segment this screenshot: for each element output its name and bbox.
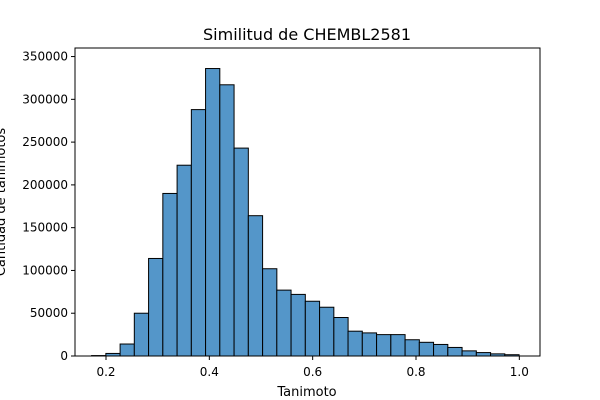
histogram-bar — [376, 334, 392, 357]
histogram-bar — [119, 343, 135, 357]
y-tick-label: 200000 — [22, 178, 68, 192]
plot-frame — [74, 47, 541, 357]
histogram-bar — [205, 68, 221, 357]
histogram-bar — [176, 164, 192, 357]
y-axis-label: Cantidad de tanimotos — [0, 128, 9, 277]
histogram-bar — [290, 293, 306, 357]
histogram-bar — [162, 192, 178, 357]
histogram-bar — [219, 84, 235, 357]
histogram-bar — [461, 350, 477, 357]
y-axis-ticks: 0 50000 100000 150000 200000 250000 300000 3500… — [22, 50, 75, 363]
y-tick-label: 250000 — [22, 135, 68, 149]
histogram-bar — [148, 257, 164, 357]
histogram-bar — [404, 339, 420, 357]
histogram-bar — [247, 215, 264, 357]
histogram-bar — [319, 306, 335, 357]
histogram-bar — [447, 346, 463, 357]
y-tick-label: 350000 — [22, 50, 68, 64]
bars-group — [91, 68, 520, 357]
histogram-bar — [304, 300, 321, 357]
histogram-bar — [333, 317, 349, 357]
histogram-bar — [262, 268, 278, 357]
histogram-bar — [233, 147, 249, 357]
x-tick-label: 0.4 — [200, 365, 219, 379]
x-axis-label: Tanimoto — [276, 385, 336, 400]
histogram-bar — [418, 341, 435, 357]
histogram-bar — [133, 312, 150, 357]
y-tick-label: 0 — [60, 349, 68, 363]
y-tick-label: 300000 — [22, 92, 68, 106]
histogram-bar — [276, 289, 292, 357]
x-tick-label: 0.8 — [406, 365, 425, 379]
histogram-bar — [347, 330, 363, 357]
x-tick-label: 0.2 — [96, 365, 115, 379]
y-tick-label: 50000 — [30, 306, 68, 320]
histogram-bar — [361, 332, 378, 357]
x-tick-label: 1.0 — [510, 365, 529, 379]
histogram-bar — [433, 343, 449, 357]
y-tick-label: 150000 — [22, 221, 68, 235]
histogram-bar — [475, 352, 492, 357]
histogram-bar — [390, 334, 406, 357]
histogram-bar — [190, 109, 207, 357]
y-tick-label: 100000 — [22, 263, 68, 277]
x-tick-label: 0.6 — [303, 365, 322, 379]
x-axis-ticks: 0.2 0.4 0.6 0.8 1.0 — [96, 356, 529, 379]
chart-title: Similitud de CHEMBL2581 — [203, 25, 411, 44]
